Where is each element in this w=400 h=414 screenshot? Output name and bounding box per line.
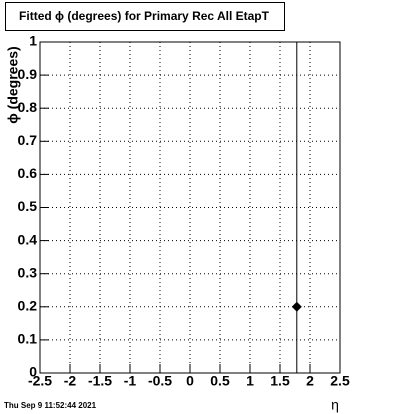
x-tick-label: 0 [186,373,194,389]
x-tick-label: -1.5 [88,373,112,389]
y-tick-label: 0 [29,364,37,380]
title-box [5,2,285,31]
y-tick-label: 0.3 [18,264,38,280]
x-axis-label: η [331,397,339,413]
y-tick-label: 0.7 [18,132,38,148]
x-tick-label: -2 [64,373,77,389]
y-tick-label: 0.4 [18,231,38,247]
x-tick-label: -2.5 [28,373,52,389]
y-tick-label: 0.8 [18,99,38,115]
x-tick-label: 2.5 [330,373,350,389]
timestamp: Thu Sep 9 11:52:44 2021 [4,401,97,410]
x-tick-label: -0.5 [148,373,172,389]
y-tick-label: 0.5 [18,198,38,214]
y-tick-label: 1 [29,33,37,49]
x-tick-label: -1 [124,373,137,389]
x-tick-label: 1.5 [270,373,290,389]
chart-title: Fitted ϕ (degrees) for Primary Rec All E… [19,9,270,23]
y-tick-label: 0.1 [18,331,38,347]
data-point [291,301,302,312]
y-tick-label: 0.2 [18,298,38,314]
y-axis-label: ϕ (degrees) [5,46,21,123]
x-tick-label: 0.5 [210,373,230,389]
x-tick-label: 2 [306,373,314,389]
x-tick-label: 1 [246,373,254,389]
y-tick-label: 0.6 [18,165,38,181]
y-tick-label: 0.9 [18,66,38,82]
